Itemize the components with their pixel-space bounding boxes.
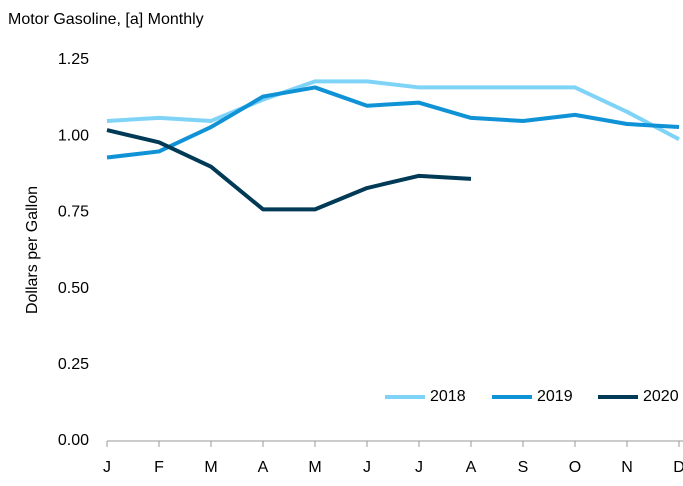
legend-label: 2019 — [537, 388, 573, 405]
x-tick-label: J — [415, 459, 423, 476]
chart-title: Motor Gasoline, [a] Monthly — [8, 11, 204, 28]
x-tick-label: A — [258, 459, 269, 476]
y-tick-label: 0.00 — [58, 432, 89, 449]
x-tick-label: O — [569, 459, 581, 476]
y-tick-label: 0.50 — [58, 280, 89, 297]
x-tick-label: S — [518, 459, 529, 476]
x-tick-label: M — [308, 459, 321, 476]
x-tick-label: A — [466, 459, 477, 476]
line-series — [106, 79, 680, 142]
x-tick-label: J — [103, 459, 111, 476]
x-tick-label: M — [204, 459, 217, 476]
y-tick-label: 0.75 — [58, 204, 89, 221]
y-tick-label: 0.25 — [58, 356, 89, 373]
x-tick-label: N — [621, 459, 633, 476]
x-tick-label: D — [673, 459, 683, 476]
legend-label: 2020 — [643, 388, 679, 405]
y-tick-label: 1.25 — [58, 51, 89, 68]
y-tick-label: 1.00 — [58, 127, 89, 144]
x-tick-label: J — [363, 459, 371, 476]
line-series — [106, 85, 680, 160]
legend-label: 2018 — [430, 388, 466, 405]
line-series — [106, 128, 472, 212]
y-axis-label: Dollars per Gallon — [24, 186, 41, 314]
x-tick-label: F — [154, 459, 164, 476]
